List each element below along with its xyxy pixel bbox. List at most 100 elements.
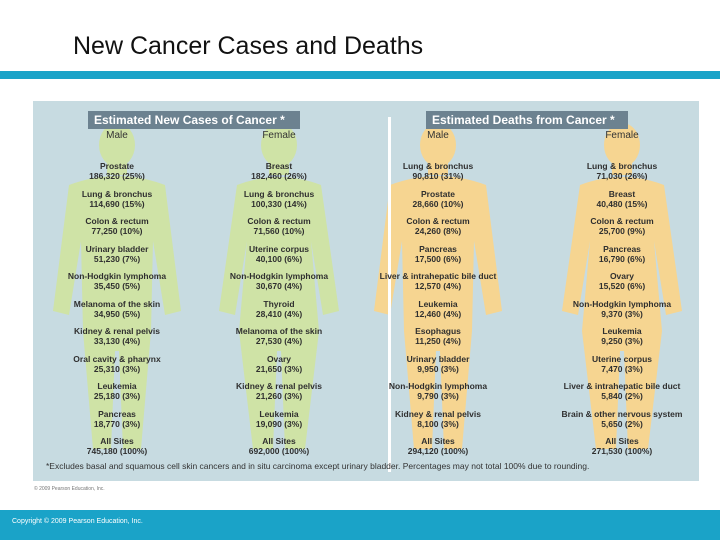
cancer-site-name: Thyroid (263, 298, 295, 309)
cancer-site-value: 5,650 (2%) (601, 418, 643, 429)
cancer-site-entry: Pancreas 18,770 (3%) (47, 409, 187, 429)
cancer-site-entry: Brain & other nervous system 5,650 (2%) (552, 409, 692, 429)
cancer-site-name: Melanoma of the skin (73, 298, 161, 309)
cancer-site-value: 71,030 (26%) (596, 171, 648, 181)
cancer-site-entry: Leukemia 9,250 (3%) (552, 326, 692, 346)
cancer-site-value: 18,770 (3%) (93, 418, 141, 429)
cancer-site-entry: Uterine corpus 40,100 (6%) (209, 244, 349, 264)
cancer-site-name: Colon & rectum (406, 216, 470, 226)
cancer-site-value: 28,410 (4%) (255, 308, 303, 319)
cancer-site-entry: Liver & intrahepatic bile duct 5,840 (2%) (552, 381, 692, 401)
cancer-site-entry: Oral cavity & pharynx 25,310 (3%) (47, 354, 187, 374)
female-deaths-silhouette (562, 123, 682, 449)
cancer-site-name: All Sites (262, 436, 296, 446)
cancer-site-value: 30,670 (4%) (255, 281, 303, 291)
cancer-site-value: 25,310 (3%) (93, 363, 141, 374)
cancer-site-entry: All Sites 271,530 (100%) (552, 436, 692, 456)
male-deaths-silhouette (374, 123, 502, 449)
cancer-site-name: Melanoma of the skin (235, 326, 323, 336)
cancer-site-name: Non-Hodgkin lymphoma (67, 271, 167, 281)
cancer-site-value: 51,230 (7%) (93, 253, 141, 264)
cases-header: Estimated New Cases of Cancer * (88, 111, 300, 129)
cancer-site-entry: Prostate 186,320 (25%) (47, 161, 187, 181)
figure-credit: © 2009 Pearson Education, Inc. (34, 486, 105, 492)
cancer-site-name: Non-Hodgkin lymphoma (572, 298, 672, 309)
cancer-site-value: 11,250 (4%) (415, 336, 461, 346)
cancer-site-name: Liver & intrahepatic bile duct (563, 381, 681, 391)
cancer-site-entry: Ovary 21,650 (3%) (209, 354, 349, 374)
cancer-site-entry: Ovary 15,520 (6%) (552, 271, 692, 291)
cancer-site-entry: Kidney & renal pelvis 21,260 (3%) (209, 381, 349, 401)
cancer-site-value: 21,650 (3%) (255, 363, 303, 374)
cancer-site-value: 35,450 (5%) (93, 281, 141, 291)
cancer-site-entry: Lung & bronchus 71,030 (26%) (552, 161, 692, 181)
cancer-site-name: Leukemia (602, 326, 642, 336)
cancer-site-value: 24,260 (8%) (414, 226, 462, 236)
cancer-site-value: 33,130 (4%) (93, 336, 141, 346)
cancer-site-value: 25,180 (3%) (93, 391, 141, 401)
female-cases-silhouette (219, 123, 339, 449)
cancer-site-name: Pancreas (603, 243, 641, 254)
slide-title: New Cancer Cases and Deaths (73, 32, 424, 60)
cancer-site-name: Kidney & renal pelvis (236, 381, 322, 391)
cancer-site-value: 7,470 (3%) (601, 363, 643, 374)
cancer-site-entry: Lung & bronchus 90,810 (31%) (368, 161, 508, 181)
cancer-site-value: 186,320 (25%) (89, 171, 145, 181)
cancer-site-name: All Sites (605, 436, 639, 446)
cancer-site-value: 114,690 (15%) (89, 198, 145, 209)
cancer-site-value: 16,790 (6%) (598, 253, 646, 264)
cancer-site-value: 28,660 (10%) (412, 198, 464, 209)
cancer-site-value: 90,810 (31%) (412, 171, 464, 181)
cancer-site-entry: Uterine corpus 7,470 (3%) (552, 354, 692, 374)
cancer-site-entry: Kidney & renal pelvis 8,100 (3%) (368, 409, 508, 429)
cancer-site-value: 8,100 (3%) (417, 418, 459, 429)
deaths-female-label: Female (605, 130, 639, 141)
cancer-site-value: 9,790 (3%) (417, 391, 459, 401)
cancer-site-name: Uterine corpus (592, 353, 652, 364)
cancer-site-value: 9,950 (3%) (417, 363, 459, 374)
cases-female-label: Female (262, 130, 296, 141)
cancer-site-entry: Colon & rectum 71,560 (10%) (209, 216, 349, 236)
cancer-site-value: 271,530 (100%) (591, 446, 653, 456)
cancer-site-name: Pancreas (419, 243, 457, 254)
cancer-site-name: Oral cavity & pharynx (73, 353, 161, 364)
cancer-site-entry: Non-Hodgkin lymphoma 9,790 (3%) (368, 381, 508, 401)
cancer-site-name: Prostate (420, 188, 455, 199)
cancer-site-entry: Urinary bladder 9,950 (3%) (368, 354, 508, 374)
cancer-site-name: Urinary bladder (85, 243, 149, 254)
cancer-site-name: Leukemia (97, 381, 137, 391)
cancer-site-name: Non-Hodgkin lymphoma (229, 271, 329, 281)
cancer-site-entry: Non-Hodgkin lymphoma 9,370 (3%) (552, 299, 692, 319)
panel-divider (388, 117, 391, 472)
cancer-site-name: Non-Hodgkin lymphoma (388, 381, 488, 391)
cancer-site-name: Colon & rectum (85, 216, 149, 226)
cancer-site-value: 9,370 (3%) (601, 308, 643, 319)
cancer-site-entry: Kidney & renal pelvis 33,130 (4%) (47, 326, 187, 346)
title-rule (0, 71, 720, 79)
cancer-site-entry: Colon & rectum 24,260 (8%) (368, 216, 508, 236)
cancer-site-value: 40,100 (6%) (255, 253, 303, 264)
cancer-site-entry: Non-Hodgkin lymphoma 35,450 (5%) (47, 271, 187, 291)
cancer-site-name: All Sites (100, 436, 134, 446)
cancer-statistics-figure: Estimated New Cases of Cancer * Estimate… (33, 101, 699, 481)
cancer-site-value: 25,700 (9%) (598, 226, 646, 236)
cancer-site-entry: Colon & rectum 25,700 (9%) (552, 216, 692, 236)
cancer-site-entry: Melanoma of the skin 34,950 (5%) (47, 299, 187, 319)
figure-footnote: *Excludes basal and squamous cell skin c… (46, 461, 590, 471)
cancer-site-value: 12,460 (4%) (414, 308, 462, 319)
cancer-site-name: Prostate (99, 161, 134, 171)
cancer-site-name: Lung & bronchus (586, 161, 658, 171)
cancer-site-value: 182,460 (26%) (251, 171, 307, 181)
cancer-site-name: Uterine corpus (249, 243, 309, 254)
cancer-site-value: 692,000 (100%) (248, 446, 310, 456)
cancer-site-value: 34,950 (5%) (93, 308, 141, 319)
cases-male-label: Male (106, 130, 128, 141)
cancer-site-entry: Pancreas 16,790 (6%) (552, 244, 692, 264)
cancer-site-value: 17,500 (6%) (414, 253, 462, 264)
cancer-site-name: Leukemia (259, 408, 299, 419)
cancer-site-entry: Thyroid 28,410 (4%) (209, 299, 349, 319)
cancer-site-value: 5,840 (2%) (601, 391, 643, 401)
cancer-site-name: Lung & bronchus (243, 188, 315, 199)
cancer-site-entry: Urinary bladder 51,230 (7%) (47, 244, 187, 264)
cancer-site-entry: Lung & bronchus 100,330 (14%) (209, 189, 349, 209)
